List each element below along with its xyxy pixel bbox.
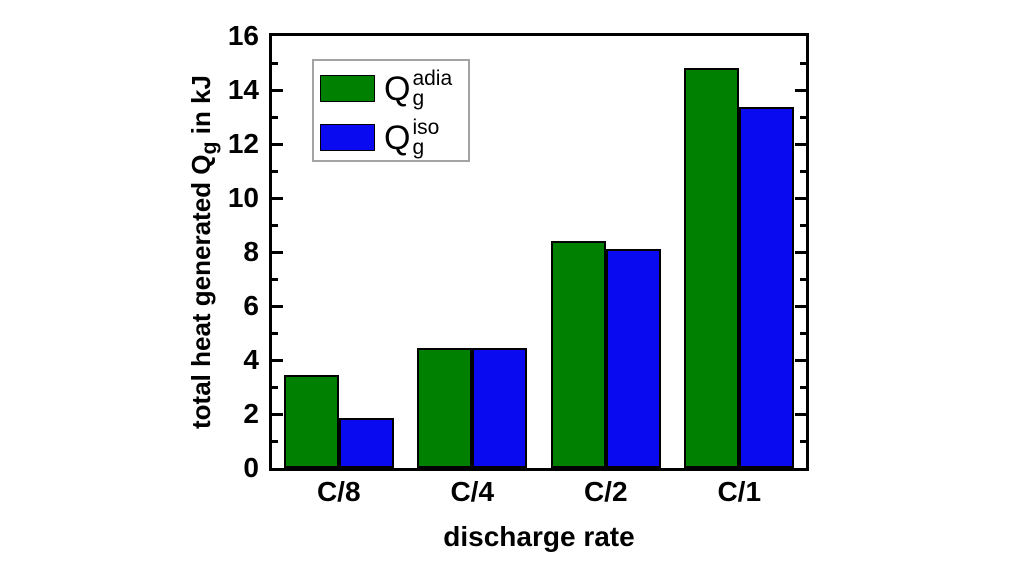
y-major-tick: [795, 88, 806, 92]
legend-label-scripts: iso g: [412, 115, 440, 159]
y-major-tick: [795, 196, 806, 200]
y-minor-tick: [800, 115, 806, 119]
y-minor-tick: [800, 385, 806, 389]
y-tick-label: 8: [243, 236, 259, 267]
y-major-tick: [272, 304, 283, 308]
bar-Qg-adia-C-8: [283, 374, 339, 468]
y-minor-tick: [272, 169, 278, 173]
y-major-tick: [272, 250, 283, 254]
y-major-tick: [795, 412, 806, 416]
bar-Qg-adia-C-4: [417, 347, 473, 468]
y-tick-label: 0: [243, 452, 259, 483]
y-minor-tick: [272, 223, 278, 227]
y-major-tick: [795, 250, 806, 254]
bar-Qg-adia-C-2: [550, 240, 606, 468]
bar-Qg-iso-C-1: [739, 106, 795, 468]
y-major-tick: [272, 88, 283, 92]
y-minor-tick: [800, 331, 806, 335]
y-major-tick: [272, 358, 283, 362]
y-major-tick: [272, 196, 283, 200]
x-tick-label-C-8: C/8: [316, 476, 361, 507]
legend-label-superscript: adia: [412, 66, 453, 90]
legend-swatch-Qg-adia: [320, 75, 375, 102]
y-tick-label: 12: [227, 128, 259, 159]
y-minor-tick: [272, 61, 278, 65]
legend-label-scripts: adia g: [412, 66, 453, 110]
legend-label-base: Q: [384, 69, 411, 108]
y-minor-tick: [800, 439, 806, 443]
bar-Qg-iso-C-8: [338, 418, 394, 468]
bar-Qg-adia-C-1: [684, 67, 740, 468]
y-major-tick: [795, 358, 806, 362]
y-major-tick: [795, 142, 806, 146]
x-tick-label-C-4: C/4: [450, 476, 495, 507]
legend-label-base: Q: [384, 118, 411, 157]
y-tick-label: 2: [243, 398, 259, 429]
y-tick-label: 6: [243, 290, 259, 321]
y-major-tick: [272, 412, 283, 416]
x-tick-label-C-2: C/2: [583, 476, 628, 507]
y-tick-label: 14: [227, 74, 259, 105]
y-minor-tick: [800, 61, 806, 65]
legend-label-subscript: g: [412, 86, 425, 110]
y-minor-tick: [272, 277, 278, 281]
bar-Qg-iso-C-2: [605, 248, 661, 468]
y-major-tick: [795, 304, 806, 308]
plot-area: [269, 33, 809, 471]
y-minor-tick: [272, 331, 278, 335]
y-tick-label: 10: [227, 182, 259, 213]
y-minor-tick: [800, 169, 806, 173]
y-tick-label: 4: [243, 344, 259, 375]
legend-label-subscript: g: [412, 135, 425, 159]
bar-Qg-iso-C-4: [472, 348, 528, 468]
y-minor-tick: [800, 223, 806, 227]
y-minor-tick: [272, 439, 278, 443]
y-tick-label: 16: [227, 20, 259, 51]
legend-label-superscript: iso: [412, 115, 440, 139]
x-tick-label-C-1: C/1: [717, 476, 762, 507]
y-minor-tick: [800, 277, 806, 281]
x-axis-title: discharge rate: [443, 521, 635, 552]
y-minor-tick: [272, 385, 278, 389]
y-minor-tick: [272, 115, 278, 119]
legend-swatch-Qg-iso: [320, 124, 375, 151]
y-major-tick: [272, 142, 283, 146]
